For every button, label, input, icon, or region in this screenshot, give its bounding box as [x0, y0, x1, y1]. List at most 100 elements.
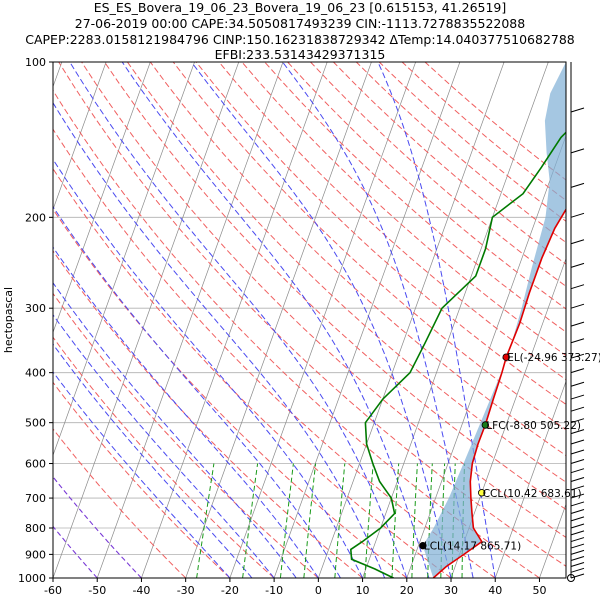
y-tick-label: 800	[25, 522, 46, 535]
wind-barb	[570, 406, 585, 412]
wind-barb	[570, 303, 585, 309]
dry-adiabat	[310, 62, 566, 287]
wind-barb	[570, 530, 585, 536]
wind-barb	[570, 439, 585, 445]
purple-adiabat	[53, 525, 98, 578]
dry-adiabat	[53, 381, 231, 578]
background-lines	[53, 62, 566, 578]
dry-adiabat	[53, 89, 540, 578]
purple-adiabat	[53, 475, 142, 578]
wind-barb	[570, 353, 585, 359]
moist-adiabat	[53, 101, 386, 578]
dry-adiabat	[104, 62, 566, 511]
moist-adiabat	[53, 343, 253, 578]
y-tick-label: 1000	[18, 572, 46, 585]
y-tick-label: 500	[25, 417, 46, 430]
isotherm-line	[53, 62, 151, 334]
wind-barb	[570, 556, 585, 562]
mixing-ratio-line	[411, 463, 418, 578]
x-tick-label: 50	[532, 584, 546, 597]
wind-barb	[570, 573, 585, 579]
moist-adiabat	[121, 62, 430, 578]
annotations: EL(-24.96 373.27) LFC(-8.80 505.22) CCL(10…	[419, 352, 600, 553]
mixing-ratio-line	[303, 463, 317, 578]
y-tick-label: 700	[25, 492, 46, 505]
cape-shading	[422, 62, 566, 578]
wind-barb	[570, 501, 585, 507]
title-line-2: 27-06-2019 00:00 CAPE:34.5050817493239 C…	[74, 16, 526, 31]
dry-adiabat	[53, 292, 319, 578]
wind-barb	[570, 148, 585, 154]
x-tick-label: 0	[315, 584, 322, 597]
wind-barb	[570, 537, 585, 543]
mixing-ratio-line	[364, 463, 374, 578]
wind-barb	[570, 459, 585, 465]
wind-barb	[570, 321, 585, 327]
wind-barb	[570, 449, 585, 455]
dry-adiabat	[126, 62, 566, 483]
title-line-1: ES_ES_Bovera_19_06_23_Bovera_19_06_23 [0…	[93, 0, 507, 15]
level-marker	[419, 541, 427, 550]
wind-barb	[570, 394, 585, 400]
dry-adiabat	[241, 62, 566, 357]
wind-barb	[570, 284, 585, 290]
x-tick-label: 30	[444, 584, 458, 597]
moist-adiabat	[53, 246, 319, 578]
title-line-4: EFBI:233.53143429371315	[214, 47, 386, 62]
moist-adiabat	[69, 62, 408, 578]
wind-barb	[570, 338, 585, 344]
dry-adiabat	[53, 208, 408, 578]
dry-adiabat	[53, 250, 363, 578]
wind-barb	[570, 381, 585, 387]
wind-barb	[570, 107, 585, 113]
dry-adiabat	[218, 62, 566, 381]
moist-adiabat	[53, 158, 364, 578]
isotherm-line	[53, 62, 240, 578]
dry-adiabat	[58, 62, 566, 567]
dry-adiabat	[172, 62, 566, 431]
wind-barb	[570, 368, 585, 374]
isotherm-line	[450, 257, 566, 578]
moist-adiabat	[53, 205, 341, 578]
wind-barb	[570, 212, 585, 218]
wind-barb	[570, 485, 585, 491]
wind-barb	[570, 468, 585, 474]
wind-barb	[570, 516, 585, 522]
dry-adiabat	[53, 428, 187, 578]
mixing-ratio-line	[279, 463, 294, 578]
plot-frame	[52, 61, 567, 579]
y-tick-label: 900	[25, 548, 46, 561]
x-tick-label: -60	[44, 584, 62, 597]
wind-barb	[570, 567, 585, 573]
isotherm-line	[229, 62, 416, 578]
moist-adiabat	[53, 281, 297, 578]
isotherm-line	[362, 62, 549, 578]
mixing-ratio-line	[196, 463, 215, 578]
isotherm-line	[185, 62, 372, 578]
level-label: LCL(14.17 865.71)	[424, 541, 521, 553]
dry-adiabat	[81, 62, 566, 539]
y-tick-label: 400	[25, 367, 46, 380]
y-tick-label: 300	[25, 302, 46, 315]
wind-barb	[570, 239, 585, 245]
dry-adiabat	[53, 167, 452, 578]
dry-adiabat	[53, 128, 496, 578]
mixing-ratio-line	[334, 463, 346, 578]
wind-barb	[570, 509, 585, 515]
x-tick-label: 10	[356, 584, 370, 597]
x-tick-label: -40	[132, 584, 150, 597]
mixing-ratio-line	[427, 463, 433, 578]
dry-adiabat	[264, 62, 566, 333]
wind-barb	[570, 493, 585, 499]
title-line-3: CAPEP:2283.0158121984796 CINP:150.162318…	[25, 32, 575, 47]
y-tick-label: 600	[25, 458, 46, 471]
wind-barb	[570, 182, 585, 188]
calm-wind-circle	[567, 574, 575, 582]
isotherm-line	[494, 380, 566, 578]
level-marker	[481, 421, 490, 429]
level-marker	[478, 489, 486, 497]
dry-adiabat	[149, 62, 566, 457]
wind-barb	[570, 476, 585, 482]
temperature-line	[432, 207, 566, 578]
